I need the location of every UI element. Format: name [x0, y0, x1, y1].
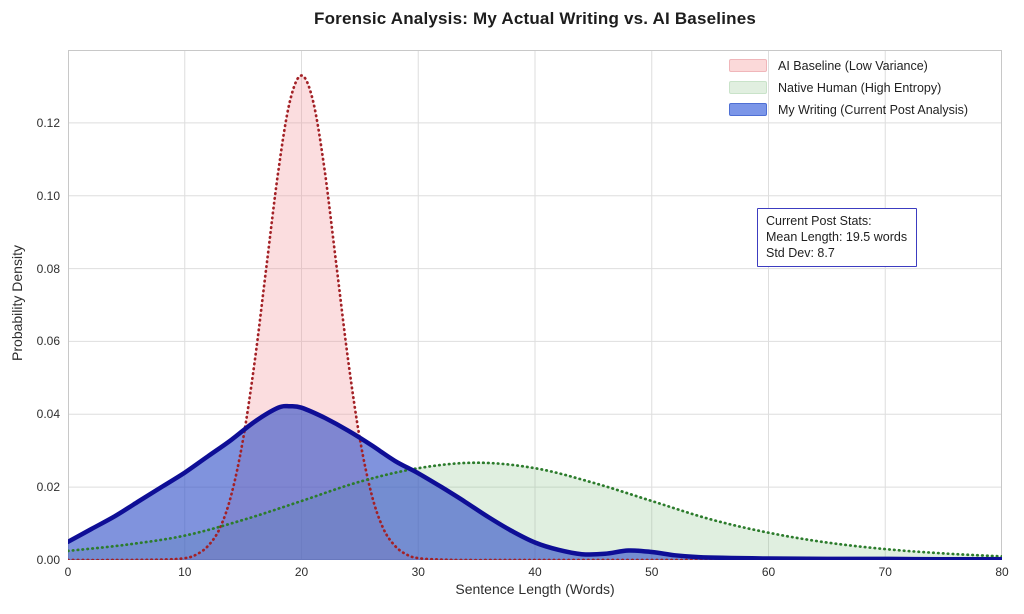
x-tick-label: 50	[645, 565, 659, 579]
annotation-line: Current Post Stats:	[766, 214, 872, 228]
x-tick-label: 0	[64, 565, 72, 579]
legend-item-ai-baseline: AI Baseline (Low Variance)	[729, 58, 968, 73]
legend-label: My Writing (Current Post Analysis)	[778, 102, 969, 117]
series-line-ai-baseline-low-variance	[68, 74, 1002, 560]
series-line-native-human-high-entropy	[68, 461, 1002, 558]
x-tick-label: 30	[411, 565, 425, 579]
legend-label: Native Human (High Entropy)	[778, 80, 942, 95]
y-tick-label: 0.06	[36, 334, 60, 349]
x-tick-label: 80	[995, 565, 1009, 579]
x-tick-label: 40	[528, 565, 542, 579]
annotation-line: Mean Length: 19.5 words	[766, 230, 908, 244]
y-tick-label: 0.10	[36, 188, 60, 203]
chart-title: Forensic Analysis: My Actual Writing vs.…	[313, 9, 757, 28]
legend-label: AI Baseline (Low Variance)	[778, 58, 928, 73]
y-tick-label: 0.12	[36, 115, 60, 130]
x-tick-label: 70	[878, 565, 892, 579]
y-tick-label: 0.02	[36, 480, 60, 495]
y-tick-label: 0.08	[36, 261, 60, 276]
y-axis-label: Probability Density	[9, 245, 25, 361]
y-tick-label: 0.04	[36, 407, 60, 422]
legend-swatch	[729, 81, 767, 94]
series-line-my-writing-current-post-analysis	[68, 403, 1002, 560]
annotation-line: Std Dev: 8.7	[766, 246, 835, 260]
y-tick-label: 0.00	[36, 553, 60, 567]
x-tick-label: 60	[761, 565, 776, 579]
stats-annotation-box: Current Post Stats: Mean Length: 19.5 wo…	[757, 208, 918, 267]
x-tick-label: 20	[294, 565, 309, 579]
legend-item-my-writing: My Writing (Current Post Analysis)	[729, 102, 968, 117]
legend-swatch	[729, 59, 767, 72]
legend-item-native-human: Native Human (High Entropy)	[729, 80, 968, 95]
x-tick-label: 10	[178, 565, 192, 579]
series-fill-my-writing-current-post-analysis	[68, 406, 1002, 560]
plot-area	[68, 50, 1002, 560]
x-axis-label: Sentence Length (Words)	[455, 581, 615, 597]
legend: AI Baseline (Low Variance) Native Human …	[729, 58, 968, 124]
legend-swatch	[729, 103, 767, 116]
